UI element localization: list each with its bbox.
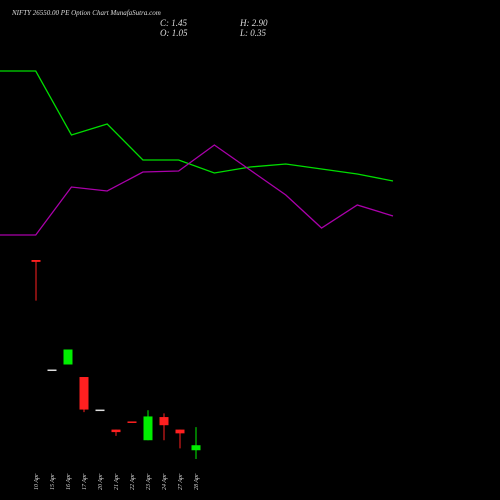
high-label: H: 2.90 — [239, 18, 268, 28]
line-series — [0, 144, 394, 236]
x-tick-label: 10 Apr — [34, 473, 40, 490]
x-tick-label: 27 Apr — [178, 473, 184, 490]
x-tick-label: 16 Apr — [66, 473, 72, 490]
x-tick-label: 21 Apr — [114, 473, 120, 490]
x-tick-label: 22 Apr — [130, 473, 136, 490]
candle-body — [175, 429, 185, 434]
candle-body — [127, 421, 137, 423]
close-label: C: 1.45 — [160, 18, 188, 28]
candle-body — [191, 445, 201, 451]
x-tick-label: 24 Apr — [161, 473, 168, 490]
x-tick-label: 23 Apr — [146, 473, 152, 490]
x-tick-label: 28 Apr — [194, 473, 200, 490]
candle-body — [47, 369, 57, 372]
candle-body — [143, 416, 153, 441]
low-label: L: 0.35 — [239, 28, 267, 38]
x-tick-label: 15 Apr — [50, 473, 56, 490]
candle-body — [111, 429, 121, 433]
candle-body — [79, 377, 89, 410]
candle-body — [63, 349, 73, 365]
candle-body — [31, 260, 41, 262]
chart-title: NIFTY 26550.00 PE Option Chart MunafaSut… — [11, 9, 161, 17]
x-tick-label: 17 Apr — [82, 473, 88, 490]
open-label: O: 1.05 — [160, 28, 188, 38]
candle-body — [95, 409, 105, 412]
x-tick-label: 20 Apr — [98, 473, 104, 490]
candle-body — [159, 417, 169, 426]
line-series — [0, 70, 394, 182]
